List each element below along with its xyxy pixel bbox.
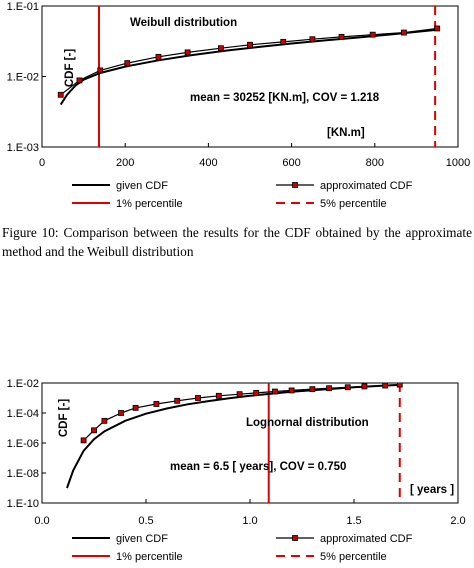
approximated-cdf-marker — [153, 401, 160, 407]
figure-caption: Figure 10: Comparison between the result… — [2, 225, 472, 259]
given-cdf-line — [59, 28, 438, 106]
stats-annotation: mean = 6.5 [ years], COV = 0.750 — [170, 461, 346, 473]
plot-data — [66, 383, 403, 503]
approximated-cdf-marker — [396, 383, 403, 388]
weibull-chart: 1.E-03 1.E-02 1.E-01 0 200 400 600 800 1000 Wei… — [7, 1, 471, 210]
approximated-cdf-marker — [401, 29, 407, 36]
plot-area — [41, 382, 459, 504]
y-tick-labels: 1.E-03 1.E-02 1.E-01 — [7, 1, 46, 154]
approximated-cdf-marker — [91, 427, 97, 434]
x-tick-label: 0.5 — [138, 515, 153, 527]
given-cdf-line — [66, 383, 400, 489]
legend: given CDF approximated CDF 1% percentile 5%… — [72, 180, 413, 210]
approximated-cdf-marker — [132, 404, 139, 411]
y-tick-label: 1.E-02 — [7, 72, 39, 84]
approximated-cdf-marker — [361, 383, 368, 390]
approximated-cdf-marker — [253, 389, 260, 396]
y-axis-label: CDF [-] — [58, 399, 70, 437]
approximated-cdf-marker — [184, 49, 191, 56]
stats-annotation: mean = 30252 [KN.m], COV = 1.218 — [190, 92, 380, 104]
y-tick-label: 1.E-08 — [7, 468, 39, 480]
approximated-cdf-marker — [217, 45, 224, 52]
chart-title: Lognornal distribution — [246, 417, 369, 429]
plot-area — [41, 5, 459, 148]
x-tick-label: 400 — [199, 157, 217, 169]
approximated-cdf-marker — [97, 67, 104, 74]
approximated-cdf-marker — [272, 388, 278, 395]
approximated-cdf-marker — [215, 392, 222, 399]
approximated-cdf-marker — [382, 383, 389, 389]
y-tick-label: 1.E-01 — [7, 1, 39, 13]
unit-label: [ years ] — [410, 484, 454, 496]
approximated-cdf-marker — [309, 386, 316, 393]
approximated-cdf-marker — [369, 31, 376, 38]
chart-title: Weibull distribution — [130, 17, 237, 29]
legend-marker-approx — [292, 535, 298, 541]
approximated-cdf-marker — [434, 25, 441, 32]
legend-label: 5% percentile — [320, 551, 387, 563]
x-tick-label: 1.5 — [346, 515, 361, 527]
approximated-cdf-marker — [118, 410, 124, 416]
approximated-cdf-marker — [309, 36, 316, 43]
x-tick-label: 2.0 — [450, 515, 465, 527]
x-tick-label: 200 — [116, 157, 134, 169]
y-tick-label: 1.E-06 — [7, 438, 39, 450]
y-axis-label: CDF [-] — [64, 49, 76, 87]
approximated-cdf-marker — [174, 397, 181, 404]
approximated-cdf-marker — [280, 38, 287, 45]
x-tick-labels: 0.0 0.5 1.0 1.5 2.0 — [34, 499, 466, 527]
approximated-cdf-marker — [344, 384, 351, 391]
plot-data — [57, 6, 441, 147]
x-tick-label: 0.0 — [34, 515, 49, 527]
legend-marker-approx — [292, 182, 298, 188]
legend: given CDF approximated CDF 1% percentile 5%… — [72, 533, 413, 563]
legend-label: given CDF — [116, 180, 168, 192]
legend-label: 1% percentile — [116, 198, 183, 210]
lognormal-chart: 1.E-10 1.E-08 1.E-06 1.E-04 1.E-02 0.0 0.5 1.0… — [7, 378, 466, 563]
x-tick-label: 1.0 — [242, 515, 257, 527]
x-tick-label: 800 — [366, 157, 384, 169]
legend-label: given CDF — [116, 533, 168, 545]
legend-label: approximated CDF — [320, 533, 413, 545]
x-tick-label: 0 — [39, 157, 45, 169]
approximated-cdf-marker — [124, 60, 131, 66]
y-tick-label: 1.E-03 — [7, 142, 39, 154]
x-tick-label: 600 — [282, 157, 300, 169]
approximated-cdf-line — [60, 27, 438, 96]
approximated-cdf-marker — [76, 77, 83, 84]
approximated-cdf-marker — [101, 417, 108, 424]
approximated-cdf-marker — [155, 53, 162, 60]
approximated-cdf-marker — [247, 41, 253, 48]
approximated-cdf-marker — [236, 391, 243, 398]
approximated-cdf-marker — [288, 387, 295, 394]
legend-label: 5% percentile — [320, 198, 387, 210]
legend-label: approximated CDF — [320, 180, 413, 192]
legend-label: 1% percentile — [116, 551, 183, 563]
y-tick-labels: 1.E-10 1.E-08 1.E-06 1.E-04 1.E-02 — [7, 378, 46, 510]
unit-label: [KN.m] — [327, 127, 365, 139]
y-tick-label: 1.E-02 — [7, 378, 39, 390]
y-tick-label: 1.E-04 — [7, 408, 39, 420]
approximated-cdf-marker — [326, 385, 332, 392]
x-tick-labels: 0 200 400 600 800 1000 — [39, 143, 470, 169]
approximated-cdf-marker — [195, 395, 201, 401]
approximated-cdf-marker — [338, 33, 345, 40]
x-tick-label: 1000 — [446, 157, 470, 169]
y-tick-label: 1.E-10 — [7, 498, 39, 510]
approximated-cdf-marker — [80, 437, 87, 444]
approximated-cdf-marker — [57, 91, 64, 98]
